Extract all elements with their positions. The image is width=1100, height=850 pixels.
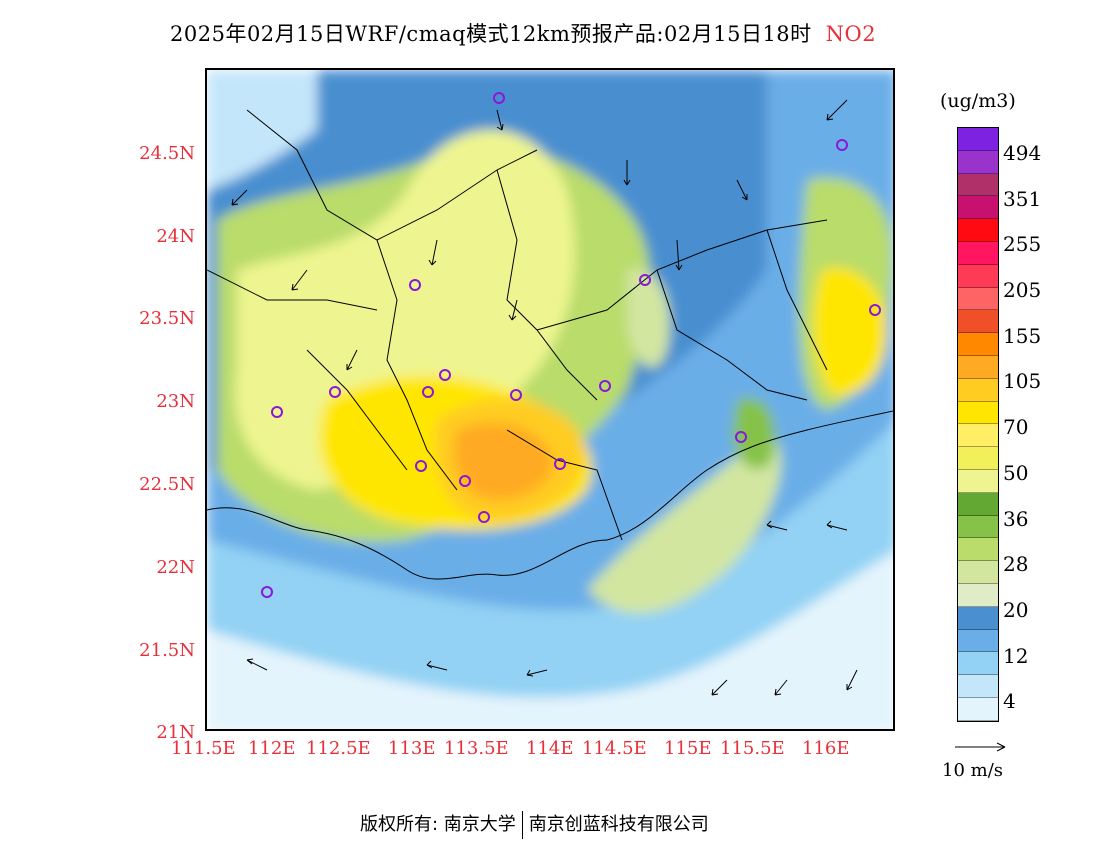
lon-label: 112.5E	[306, 738, 371, 759]
colorbar-segment	[958, 128, 998, 151]
colorbar-segment	[958, 561, 998, 584]
lon-label: 116E	[802, 738, 850, 759]
no2-concentration-field	[207, 70, 893, 729]
colorbar-segment	[958, 675, 998, 698]
lon-label: 113.5E	[444, 738, 509, 759]
lon-label: 114.5E	[582, 738, 647, 759]
colorbar-segment	[958, 515, 998, 539]
lon-label: 115.5E	[720, 738, 785, 759]
colorbar-label: 70	[1003, 415, 1029, 439]
colorbar-segment	[958, 241, 998, 265]
colorbar-label: 205	[1003, 278, 1042, 302]
colorbar-segment	[958, 606, 998, 630]
pollutant-name: NO2	[825, 22, 877, 46]
lat-label: 23N	[156, 391, 195, 412]
colorbar-label: 50	[1003, 461, 1029, 485]
map-canvas	[207, 70, 893, 729]
colorbar-label: 155	[1003, 324, 1042, 348]
colorbar-label: 12	[1003, 644, 1029, 668]
colorbar-label: 20	[1003, 598, 1029, 622]
lon-label: 114E	[526, 738, 574, 759]
lon-label: 115E	[664, 738, 712, 759]
colorbar-segment	[958, 196, 998, 220]
colorbar-segment	[958, 697, 998, 721]
colorbar-segment	[958, 310, 998, 334]
colorbar-label: 4	[1003, 689, 1016, 713]
colorbar-segment	[958, 629, 998, 653]
lon-label: 111.5E	[171, 738, 236, 759]
colorbar-segment	[958, 401, 998, 425]
colorbar-label: 36	[1003, 507, 1029, 531]
colorbar-label: 494	[1003, 141, 1042, 165]
colorbar-segment	[958, 447, 998, 470]
colorbar	[957, 127, 999, 722]
colorbar-segment	[958, 583, 998, 607]
colorbar-segment	[958, 150, 998, 174]
colorbar-unit: (ug/m3)	[940, 90, 1016, 112]
lat-label: 21.5N	[139, 640, 195, 661]
city-markers	[261, 92, 881, 598]
colorbar-label: 351	[1003, 187, 1042, 211]
title-text: 2025年02月15日WRF/cmaq模式12km预报产品:02月15日18时	[170, 22, 812, 46]
reference-vector-label: 10 m/s	[942, 760, 1003, 781]
copyright-right: 南京创蓝科技有限公司	[528, 814, 709, 835]
map-title: 2025年02月15日WRF/cmaq模式12km预报产品:02月15日18时 N…	[170, 18, 876, 48]
copyright-left: 版权所有: 南京大学	[360, 814, 516, 835]
colorbar-segment	[958, 287, 998, 311]
lat-label: 22N	[156, 557, 195, 578]
colorbar-segment	[958, 355, 998, 379]
lon-label: 112E	[248, 738, 296, 759]
lat-label: 22.5N	[139, 474, 195, 495]
lat-label: 23.5N	[139, 308, 195, 329]
colorbar-label: 28	[1003, 552, 1029, 576]
colorbar-segment	[958, 219, 998, 242]
lat-label: 24.5N	[139, 143, 195, 164]
boundary-lines	[207, 109, 893, 580]
lat-label: 24N	[156, 226, 195, 247]
reference-vector-arrow	[955, 742, 1006, 752]
colorbar-segment	[958, 173, 998, 197]
colorbar-segment	[958, 538, 998, 562]
colorbar-segment	[958, 469, 998, 493]
colorbar-label: 255	[1003, 232, 1042, 256]
lat-label: 21N	[156, 722, 195, 743]
map-plot-area	[205, 68, 895, 731]
colorbar-segment	[958, 378, 998, 402]
colorbar-label: 105	[1003, 369, 1042, 393]
wind-vectors	[231, 99, 858, 696]
colorbar-segment	[958, 264, 998, 288]
colorbar-segment	[958, 652, 998, 676]
colorbar-segment	[958, 424, 998, 448]
footer-separator	[521, 811, 523, 839]
colorbar-segment	[958, 492, 998, 516]
colorbar-segment	[958, 333, 998, 356]
lon-label: 113E	[388, 738, 436, 759]
copyright-footer: 版权所有: 南京大学 南京创蓝科技有限公司	[360, 810, 709, 839]
